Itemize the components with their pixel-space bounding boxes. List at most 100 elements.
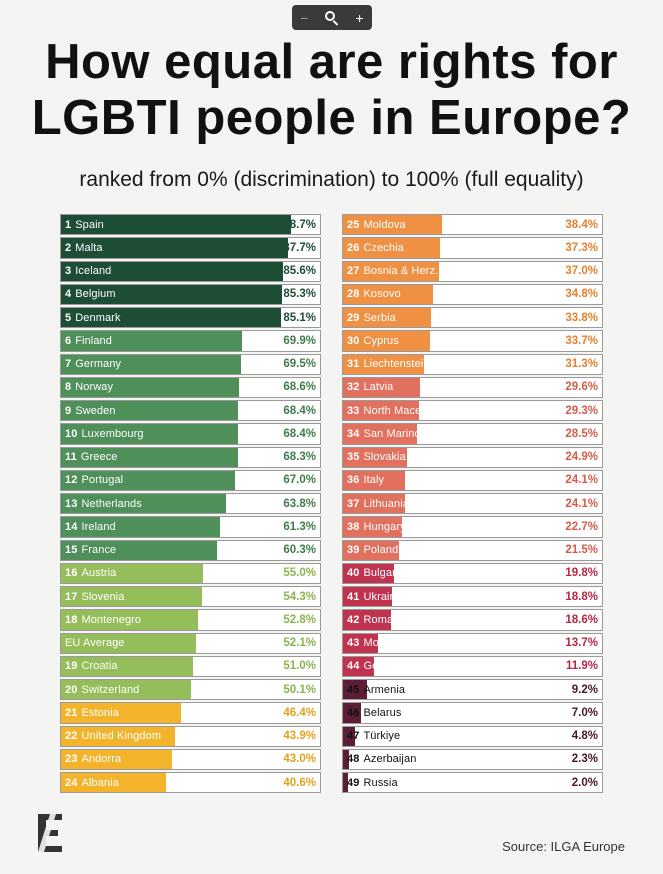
country-name: Netherlands xyxy=(81,497,142,510)
bar-label: 41 Ukraine xyxy=(347,587,402,606)
bar-label: 23 Andorra xyxy=(65,750,121,769)
data-label: 24.1% xyxy=(565,497,598,510)
data-label: 61.3% xyxy=(283,520,316,533)
chart-title-line-1: How equal are rights for xyxy=(45,35,618,89)
country-name: Moldova xyxy=(363,218,406,231)
bar-label: 31 Liechtenstein xyxy=(347,355,430,374)
country-name: Belarus xyxy=(363,706,402,719)
bar-row: EU Average 52.1% xyxy=(60,632,321,654)
rank-number: 19 xyxy=(65,660,78,673)
data-label: 87.7% xyxy=(283,241,316,254)
bar-label: 13 Netherlands xyxy=(65,494,142,513)
bar-label: 19 Croatia xyxy=(65,657,118,676)
rank-number: 14 xyxy=(65,520,78,533)
bar xyxy=(343,540,399,560)
rank-number: 4 xyxy=(65,288,72,301)
data-label: 50.1% xyxy=(283,683,316,696)
country-name: Norway xyxy=(75,381,114,394)
zoom-in-button[interactable]: + xyxy=(355,9,364,26)
bar xyxy=(343,773,349,793)
country-name: Türkiye xyxy=(363,730,401,743)
rank-number: 3 xyxy=(65,265,72,278)
country-name: Hungary xyxy=(363,520,406,533)
bar-label: 39 Poland xyxy=(347,541,398,560)
rank-number: 1 xyxy=(65,218,72,231)
data-label: 88.7% xyxy=(283,218,316,231)
data-label: 22.7% xyxy=(565,520,598,533)
bar-row: 33 North Macedonia 29.3% xyxy=(342,400,603,422)
rank-number: 13 xyxy=(65,497,78,510)
country-name: Poland xyxy=(363,544,399,557)
bar-row: 32 Latvia 29.6% xyxy=(342,376,603,399)
bar-row: 16 Austria 55.0% xyxy=(60,562,321,585)
country-name: Belgium xyxy=(75,288,116,301)
data-label: 69.5% xyxy=(283,358,316,371)
bar xyxy=(343,215,443,235)
rank-number: 41 xyxy=(347,590,360,603)
bar xyxy=(61,377,239,398)
rank-number: 24 xyxy=(65,776,78,789)
bar xyxy=(343,424,417,444)
data-label: 63.8% xyxy=(283,497,316,510)
bar-label: 47 Türkiye xyxy=(347,727,400,746)
bar xyxy=(61,470,235,491)
bar-label: 4 Belgium xyxy=(65,285,116,304)
country-name: San Marino xyxy=(363,427,421,440)
bar-row: 20 Switzerland 50.1% xyxy=(60,679,321,701)
rank-number: 39 xyxy=(347,544,360,557)
rank-number: 33 xyxy=(347,404,360,417)
country-name: Serbia xyxy=(363,311,396,324)
bar xyxy=(61,215,291,235)
data-label: 29.6% xyxy=(565,381,598,394)
rank-number: 16 xyxy=(65,567,78,580)
bar-label: 24 Albania xyxy=(65,773,119,792)
country-name: Andorra xyxy=(81,753,122,766)
bar-label: 29 Serbia xyxy=(347,308,396,327)
bar-label: 33 North Macedonia xyxy=(347,401,449,420)
bar-row: 4 Belgium 85.3% xyxy=(60,283,321,306)
data-label: 54.3% xyxy=(283,590,316,603)
bar-label: 22 United Kingdom xyxy=(65,727,161,746)
bar-row: 37 Lithuania 24.1% xyxy=(342,493,603,515)
rank-number: 20 xyxy=(65,683,78,696)
data-label: 2.0% xyxy=(571,776,598,789)
data-label: 55.0% xyxy=(283,567,316,580)
country-name: Cyprus xyxy=(363,334,399,347)
bar-label: 38 Hungary xyxy=(347,517,406,536)
country-name: Bulgaria xyxy=(363,567,405,580)
bar-row: 45 Armenia 9.2% xyxy=(342,679,603,701)
country-name: Montenegro xyxy=(81,613,142,626)
bar-label: 37 Lithuania xyxy=(347,494,409,513)
country-name: Armenia xyxy=(363,683,406,696)
bar xyxy=(343,354,425,374)
data-label: 34.8% xyxy=(565,288,598,301)
rank-number: 29 xyxy=(347,311,360,324)
data-label: 9.2% xyxy=(571,683,598,696)
bar-row: 48 Azerbaijan 2.3% xyxy=(342,748,603,771)
bar-row: 44 Georgia 11.9% xyxy=(342,655,603,678)
chart-title-line-2: LGBTI people in Europe? xyxy=(31,91,632,145)
data-label: 4.8% xyxy=(571,730,598,743)
data-label: 21.5% xyxy=(565,544,598,557)
bar xyxy=(61,354,241,374)
bar-row: 25 Moldova 38.4% xyxy=(342,214,603,236)
bar-row: 19 Croatia 51.0% xyxy=(60,655,321,678)
country-name: Greece xyxy=(80,451,118,464)
rank-number: 15 xyxy=(65,544,78,557)
bar-label: 28 Kosovo xyxy=(347,285,401,304)
rank-number: 9 xyxy=(65,404,72,417)
country-name: France xyxy=(81,544,117,557)
data-label: 37.0% xyxy=(565,265,598,278)
ranking-column-left: 1 Spain 88.7% 2 Malta 87.7% 3 Iceland 85.6% 4 Belg… xyxy=(60,214,321,795)
rank-number: 7 xyxy=(65,358,72,371)
magnifier-icon[interactable] xyxy=(324,10,339,25)
bar-label: 45 Armenia xyxy=(347,680,405,699)
country-name: Iceland xyxy=(75,265,112,278)
bar-row: 17 Slovenia 54.3% xyxy=(60,586,321,608)
bar-label: 7 Germany xyxy=(65,355,121,374)
bar-row: 28 Kosovo 34.8% xyxy=(342,283,603,306)
zoom-out-button[interactable]: − xyxy=(300,9,309,26)
rank-number: 26 xyxy=(347,241,360,254)
bar-row: 11 Greece 68.3% xyxy=(60,446,321,468)
bar-row: 42 Romania 18.6% xyxy=(342,609,603,631)
